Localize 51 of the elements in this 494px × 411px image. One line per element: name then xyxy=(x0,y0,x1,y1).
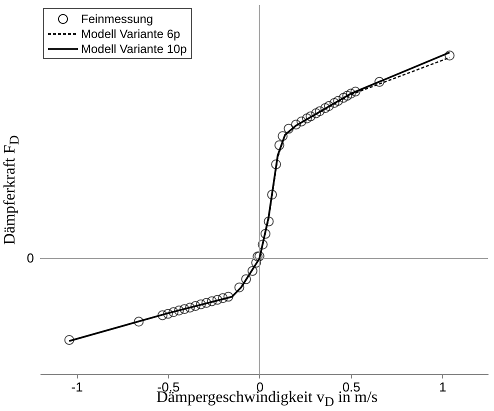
x-tick-label: 0.5 xyxy=(342,380,360,394)
point xyxy=(260,228,270,239)
point xyxy=(234,282,244,292)
point xyxy=(241,274,252,284)
point xyxy=(338,92,349,103)
point xyxy=(346,88,356,99)
x-tick-label: 0 xyxy=(256,380,264,394)
ref-line-label: 0 xyxy=(26,250,34,266)
point xyxy=(134,316,144,327)
point xyxy=(444,50,455,60)
point xyxy=(258,240,268,250)
point xyxy=(284,124,294,134)
point xyxy=(342,90,352,101)
legend-label: Modell Variante 6p xyxy=(81,26,180,40)
point xyxy=(163,308,173,319)
point xyxy=(179,304,190,314)
point xyxy=(184,302,195,313)
point xyxy=(223,292,234,302)
point xyxy=(314,106,325,116)
point xyxy=(174,306,184,316)
point xyxy=(374,76,384,87)
point xyxy=(201,298,212,308)
point xyxy=(350,86,360,97)
point xyxy=(158,310,168,320)
legend-label: Feinmessung xyxy=(81,12,154,26)
point xyxy=(291,120,301,130)
point xyxy=(212,294,222,305)
point xyxy=(324,101,334,111)
point xyxy=(251,258,262,268)
point xyxy=(196,299,206,310)
legend-label: Modell Variante 10p xyxy=(81,42,187,56)
point xyxy=(271,159,282,170)
point xyxy=(248,266,258,276)
point xyxy=(218,293,228,304)
point xyxy=(168,307,178,318)
point xyxy=(329,98,340,108)
point xyxy=(267,190,278,200)
point xyxy=(274,140,284,150)
x-tick-label: 1 xyxy=(439,380,446,394)
x-tick-label: -1 xyxy=(71,380,83,394)
point xyxy=(333,96,344,106)
point xyxy=(302,113,312,124)
point xyxy=(320,103,330,114)
point xyxy=(264,216,274,226)
point xyxy=(278,131,288,142)
point xyxy=(206,296,217,306)
point xyxy=(64,335,74,345)
point xyxy=(311,108,322,118)
point xyxy=(296,116,306,126)
point xyxy=(306,111,316,122)
point xyxy=(190,301,200,311)
